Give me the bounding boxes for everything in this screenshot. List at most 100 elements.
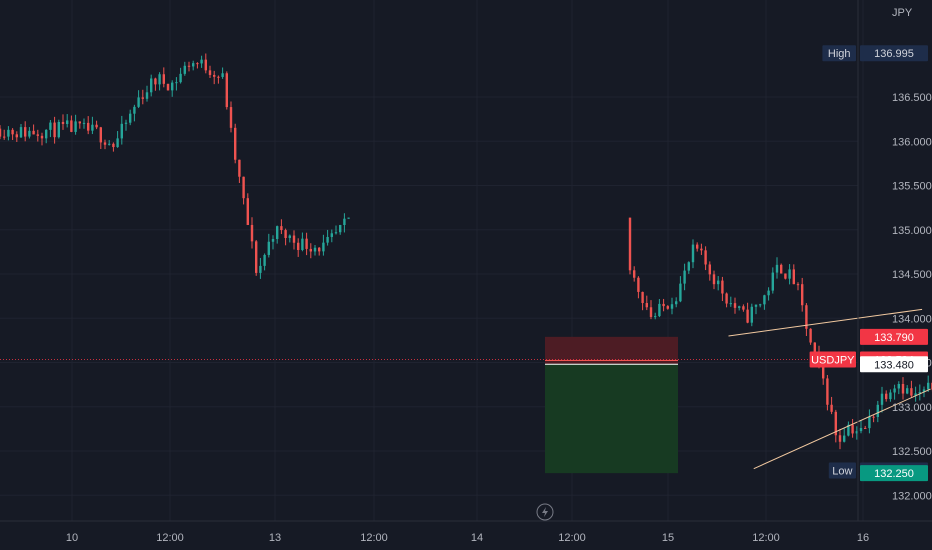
candle-body [347,217,350,219]
candle-body [297,242,300,251]
candle-body [0,128,2,137]
candle-body [292,235,296,243]
candle-body [238,159,241,177]
time-tick-label: 16 [857,532,869,544]
lightning-icon[interactable] [536,503,554,521]
candle-body [187,65,191,67]
candle-body [906,388,909,394]
entry-tag-value: 133.480 [874,359,914,371]
time-tick-label: 13 [269,532,281,544]
grid [0,0,864,521]
low-label-bg [828,462,856,479]
level-lines [0,358,858,365]
candle-body [313,247,317,252]
candle-body [271,238,275,242]
candle-body [263,254,266,266]
stop-tag-bg [860,328,928,345]
candle-body [183,65,186,74]
time-axis: 10 12:00 13 12:00 14 12:00 15 12:00 16 [0,520,932,544]
candle-body [242,176,245,199]
candle-body [738,306,741,308]
candle-body [192,63,195,67]
stop-tag-value: 133.790 [874,332,914,344]
candle-body [70,120,73,132]
candle-body [704,250,707,265]
candle-body [7,129,10,137]
candle-body [112,143,115,148]
candle-body [3,136,6,138]
candle-body [129,113,132,123]
candle-body [150,78,153,93]
time-tick-label: 12:00 [558,532,586,544]
candle-body [154,78,157,85]
candle-body [137,97,140,107]
candle-body [19,127,23,138]
candle-body [666,306,669,309]
candle-body [141,97,144,99]
candle-body [326,236,329,243]
candle-body [662,303,665,307]
candle-body [309,248,312,252]
candle-body [318,247,321,252]
candle-body [120,123,123,139]
current-label: USDJPY [811,354,855,366]
candle-body [746,309,749,323]
price-tick-label: 136.500 [892,92,932,104]
candle-body [66,120,69,124]
take-profit-zone [545,364,678,474]
candle-body [82,122,86,124]
candle-body [103,142,107,145]
candle-body [74,121,77,132]
candle-body [213,74,216,77]
candle-body [28,130,31,137]
candle-body [200,59,203,64]
candle-body [927,382,930,390]
candle-body [801,284,804,306]
candle-body [641,291,644,304]
candle-body [162,74,165,84]
candle-body [859,427,863,432]
candle-body [851,424,854,434]
candle-body [922,389,926,393]
candle-body [696,244,699,249]
high-label-bg [822,45,856,62]
candle-body [649,307,653,317]
candle-body [675,301,678,305]
time-tick-label: 12:00 [156,532,184,544]
candle-body [855,431,858,434]
candle-body [259,265,262,273]
candle-body [830,404,833,412]
candle-body [288,235,291,239]
candle-body [166,83,170,91]
candle-body [876,404,879,418]
candle-body [767,290,770,296]
candle-body [687,262,690,271]
candle-body [91,124,94,131]
candle-body [771,272,774,291]
candle-body [255,241,258,273]
price-tick-label: 135.500 [892,181,932,193]
candle-body [838,435,842,442]
candle-body [343,218,346,225]
candle-body [32,130,35,135]
candle-body [116,138,119,148]
candle-body [792,269,795,285]
candle-body [847,424,850,436]
candle-body [813,342,816,353]
candle-body [196,63,199,65]
candle-body [124,122,128,124]
candle-body [322,242,325,252]
candle-body [805,305,808,329]
candle-body [759,304,762,306]
candle-body [49,122,52,130]
candle-body [250,224,254,242]
price-tags: High136.995133.790USDJPY133.534133.480Lo… [809,45,928,482]
price-tick-label: 132.000 [892,490,932,502]
channel-lower-line [753,388,931,470]
candle-body [670,304,674,309]
time-tick-label: 12:00 [752,532,780,544]
candle-body [225,73,228,108]
candle-body [246,198,249,225]
